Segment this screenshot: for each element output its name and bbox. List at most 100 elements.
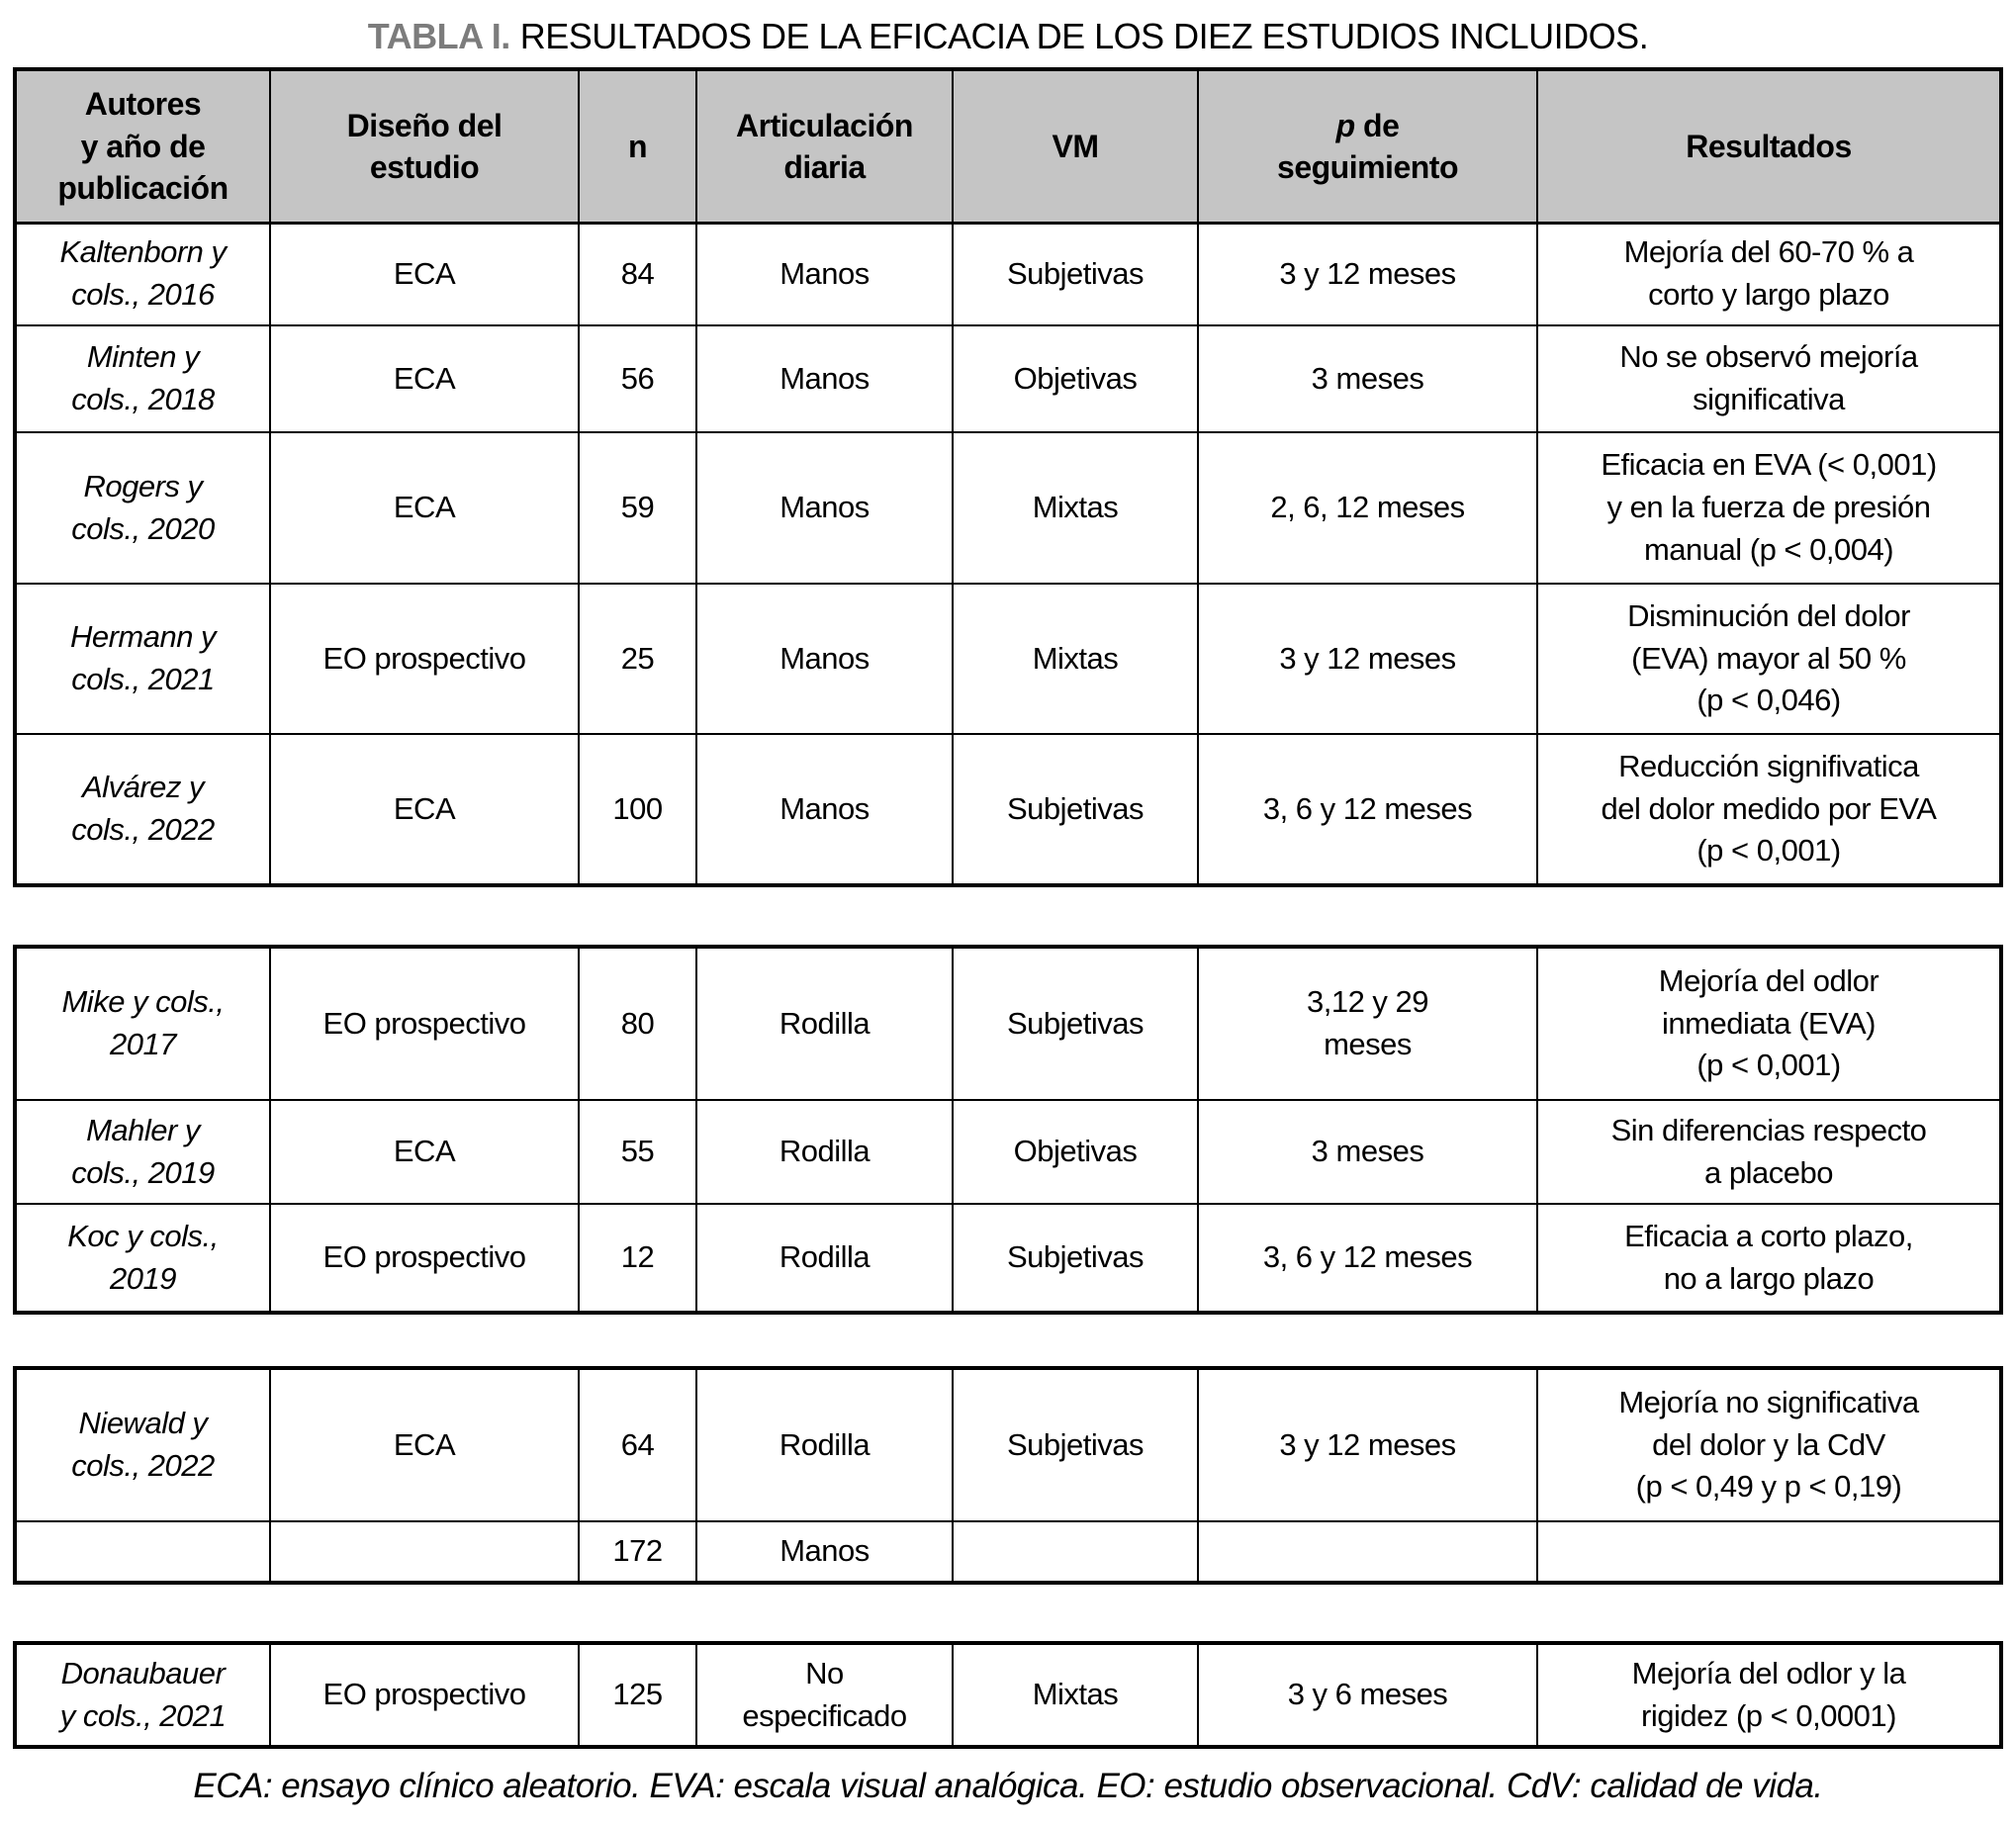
vm-cell: Subjetivas [952,1203,1199,1314]
results-cell: Mejoría no significativa del dolor y la … [1536,1367,2003,1522]
vm-cell: Subjetivas [952,946,1199,1101]
table-row: Minten y cols., 2018 ECA 56 Manos Objeti… [13,324,2003,433]
table-row: Alvárez y cols., 2022 ECA 100 Manos Subj… [13,733,2003,886]
results-cell: Mejoría del 60-70 % a corto y largo plaz… [1536,222,2003,326]
joint-cell: Rodilla [695,946,954,1101]
n-cell: 100 [578,733,697,886]
author-cell: Alvárez y cols., 2022 [13,733,271,886]
vm-cell: Objetivas [952,324,1199,433]
column-header-n: n [578,67,697,225]
joint-cell: No especificado [695,1642,954,1749]
results-cell: Eficacia en EVA (< 0,001) y en la fuerza… [1536,431,2003,585]
column-header-vm: VM [952,67,1199,225]
results-cell: Sin diferencias respecto a placebo [1536,1099,2003,1205]
vm-cell: Subjetivas [952,222,1199,326]
vm-cell: Subjetivas [952,733,1199,886]
n-cell: 25 [578,583,697,735]
results-table: Autores y año de publicación Diseño del … [13,67,2003,1749]
author-cell [13,1520,271,1584]
vm-cell [952,1520,1199,1584]
n-cell: 84 [578,222,697,326]
followup-header-line2: seguimiento [1277,148,1458,185]
design-cell: ECA [269,1099,580,1205]
followup-cell: 3, 6 y 12 meses [1197,1203,1538,1314]
n-cell: 55 [578,1099,697,1205]
table-row: Koc y cols., 2019 EO prospectivo 12 Rodi… [13,1203,2003,1314]
followup-cell [1197,1520,1538,1584]
followup-cell: 3 y 12 meses [1197,1367,1538,1522]
followup-header-line1: p de [1335,107,1400,143]
followup-cell: 3 meses [1197,1099,1538,1205]
joint-cell: Manos [695,1520,954,1584]
header-row: Autores y año de publicación Diseño del … [13,67,2003,225]
followup-cell: 3, 6 y 12 meses [1197,733,1538,886]
results-cell [1536,1520,2003,1584]
design-cell: ECA [269,431,580,585]
results-cell: Reducción signifivatica del dolor medido… [1536,733,2003,886]
table-row: Mahler y cols., 2019 ECA 55 Rodilla Obje… [13,1099,2003,1205]
vm-cell: Subjetivas [952,1367,1199,1522]
spacer-row [15,1581,2001,1645]
n-cell: 125 [578,1642,697,1749]
spacer-cell [15,883,2001,949]
design-cell: ECA [269,324,580,433]
n-cell: 12 [578,1203,697,1314]
results-cell: Mejoría del odlor inmediata (EVA) (p < 0… [1536,946,2003,1101]
column-header-followup: p de seguimiento [1197,67,1538,225]
author-cell: Kaltenborn y cols., 2016 [13,222,271,326]
results-cell: Mejoría del odlor y la rigidez (p < 0,00… [1536,1642,2003,1749]
column-header-joint: Articulación diaria [695,67,954,225]
joint-cell: Manos [695,733,954,886]
table-title: TABLA I. RESULTADOS DE LA EFICACIA DE LOS… [0,0,2016,57]
spacer-row [15,883,2001,949]
author-cell: Minten y cols., 2018 [13,324,271,433]
joint-cell: Rodilla [695,1203,954,1314]
author-cell: Hermann y cols., 2021 [13,583,271,735]
author-cell: Niewald y cols., 2022 [13,1367,271,1522]
design-cell: ECA [269,1367,580,1522]
design-cell: EO prospectivo [269,1642,580,1749]
author-cell: Mahler y cols., 2019 [13,1099,271,1205]
design-cell [269,1520,580,1584]
n-cell: 64 [578,1367,697,1522]
results-cell: Disminución del dolor (EVA) mayor al 50 … [1536,583,2003,735]
joint-cell: Rodilla [695,1099,954,1205]
spacer-cell [15,1581,2001,1645]
results-cell: Eficacia a corto plazo, no a largo plazo [1536,1203,2003,1314]
n-cell: 172 [578,1520,697,1584]
joint-cell: Manos [695,324,954,433]
design-cell: ECA [269,733,580,886]
followup-cell: 3 y 6 meses [1197,1642,1538,1749]
spacer-cell [15,1311,2001,1370]
table-row: Donaubauer y cols., 2021 EO prospectivo … [13,1642,2003,1749]
table-row: Hermann y cols., 2021 EO prospectivo 25 … [13,583,2003,735]
design-cell: EO prospectivo [269,946,580,1101]
table-row: 172 Manos [13,1520,2003,1584]
column-header-results: Resultados [1536,67,2003,225]
table-row: Kaltenborn y cols., 2016 ECA 84 Manos Su… [13,222,2003,326]
author-cell: Donaubauer y cols., 2021 [13,1642,271,1749]
author-cell: Rogers y cols., 2020 [13,431,271,585]
followup-cell: 3 y 12 meses [1197,222,1538,326]
n-cell: 56 [578,324,697,433]
joint-cell: Manos [695,222,954,326]
followup-cell: 3 meses [1197,324,1538,433]
footnote: ECA: ensayo clínico aleatorio. EVA: esca… [193,1767,1823,1805]
n-cell: 80 [578,946,697,1101]
author-cell: Mike y cols., 2017 [13,946,271,1101]
column-header-design: Diseño del estudio [269,67,580,225]
vm-cell: Objetivas [952,1099,1199,1205]
joint-cell: Rodilla [695,1367,954,1522]
joint-cell: Manos [695,583,954,735]
joint-cell: Manos [695,431,954,585]
vm-cell: Mixtas [952,583,1199,735]
design-cell: EO prospectivo [269,583,580,735]
table-row: Mike y cols., 2017 EO prospectivo 80 Rod… [13,946,2003,1101]
vm-cell: Mixtas [952,431,1199,585]
spacer-row [15,1311,2001,1370]
design-cell: ECA [269,222,580,326]
design-cell: EO prospectivo [269,1203,580,1314]
n-cell: 59 [578,431,697,585]
table-title-prefix: TABLA I. [367,16,510,56]
